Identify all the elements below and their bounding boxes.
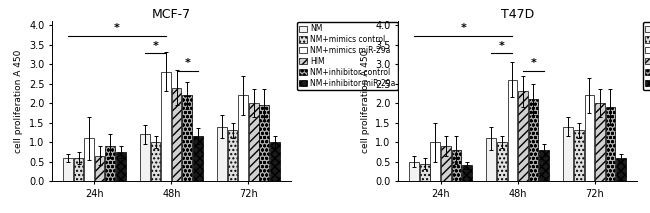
Bar: [73, 158, 83, 181]
Bar: [616, 158, 626, 181]
Text: *: *: [530, 58, 536, 68]
Text: *: *: [184, 58, 190, 68]
Bar: [441, 146, 450, 181]
Text: *: *: [153, 40, 159, 50]
Bar: [217, 127, 227, 181]
Bar: [508, 80, 517, 181]
Text: *: *: [499, 40, 505, 50]
Bar: [486, 138, 496, 181]
Legend: NM, NM+mimics control, NM+mimics miR-29a, HIM, NM+inhibitor control, NM+inhibito: NM, NM+mimics control, NM+mimics miR-29a…: [297, 22, 398, 90]
Bar: [584, 95, 594, 181]
Bar: [161, 72, 171, 181]
Title: T47D: T47D: [501, 8, 534, 21]
Text: *: *: [460, 23, 466, 33]
Bar: [227, 130, 237, 181]
Bar: [420, 164, 430, 181]
Bar: [239, 95, 248, 181]
Legend: NM, NM+mimics control, NM+mimics miR-29a, HIM, NM+inhibitor control, NM+inhibito: NM, NM+mimics control, NM+mimics miR-29a…: [644, 22, 650, 90]
Bar: [410, 162, 419, 181]
Y-axis label: cell proliferation A 450: cell proliferation A 450: [361, 49, 370, 153]
Bar: [539, 150, 549, 181]
Bar: [430, 142, 440, 181]
Bar: [270, 142, 280, 181]
Bar: [193, 136, 203, 181]
Bar: [462, 166, 472, 181]
Bar: [518, 91, 528, 181]
Bar: [497, 142, 506, 181]
Bar: [95, 156, 105, 181]
Bar: [151, 142, 161, 181]
Bar: [63, 158, 73, 181]
Text: *: *: [114, 23, 120, 33]
Bar: [105, 146, 115, 181]
Bar: [528, 99, 538, 181]
Bar: [564, 127, 573, 181]
Title: MCF-7: MCF-7: [152, 8, 191, 21]
Bar: [140, 134, 150, 181]
Bar: [574, 130, 584, 181]
Bar: [172, 88, 181, 181]
Y-axis label: cell proliferation A 450: cell proliferation A 450: [14, 49, 23, 153]
Bar: [606, 107, 616, 181]
Bar: [595, 103, 604, 181]
Bar: [84, 138, 94, 181]
Bar: [249, 103, 259, 181]
Bar: [116, 152, 125, 181]
Bar: [183, 95, 192, 181]
Bar: [259, 105, 269, 181]
Bar: [452, 150, 461, 181]
